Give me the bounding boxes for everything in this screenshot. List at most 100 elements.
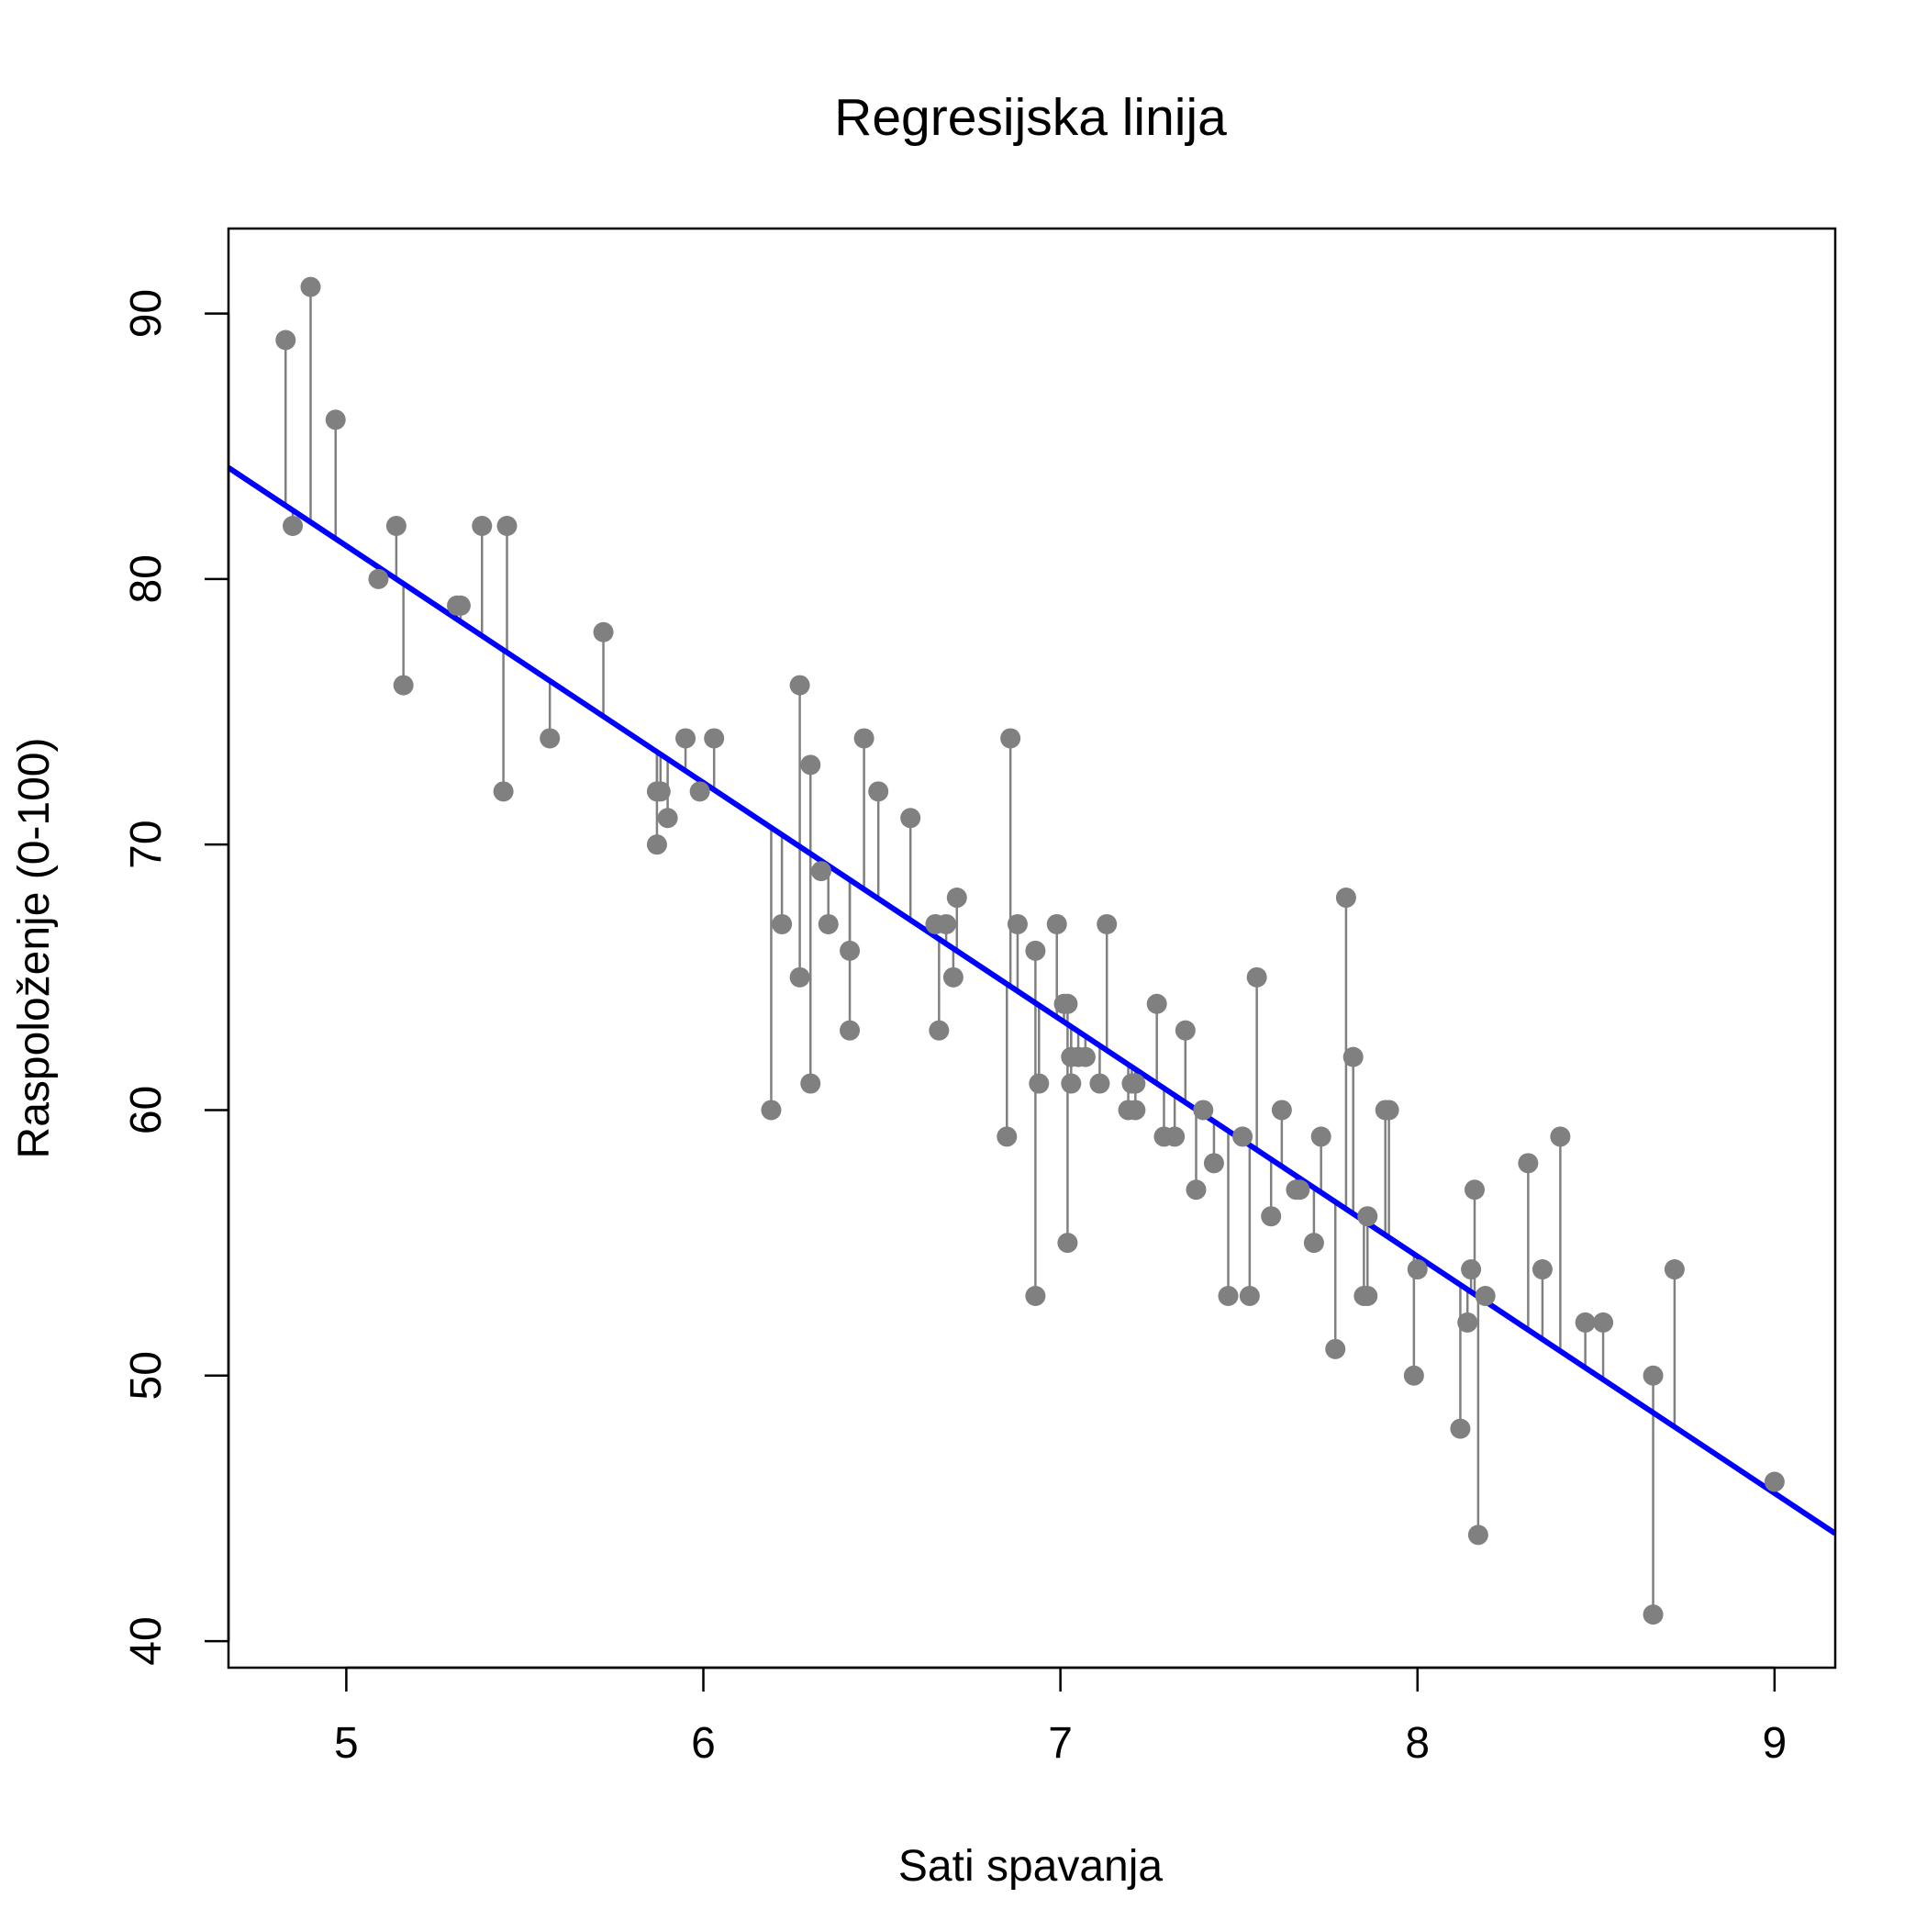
data-point [1097, 913, 1118, 934]
data-point [1303, 1233, 1324, 1254]
y-tick-label: 80 [122, 554, 171, 603]
data-point [1239, 1285, 1260, 1306]
data-point [1186, 1179, 1207, 1201]
data-point [800, 1073, 821, 1094]
data-point [1057, 993, 1078, 1014]
y-tick-label: 40 [122, 1616, 171, 1665]
data-point [1075, 1046, 1096, 1067]
data-point [704, 728, 725, 749]
data-point [1271, 1100, 1292, 1121]
data-point [840, 1020, 861, 1041]
data-point [1193, 1100, 1214, 1121]
data-point [1357, 1285, 1378, 1306]
data-point [946, 888, 967, 909]
data-point [1232, 1126, 1253, 1147]
data-point [1467, 1524, 1488, 1546]
data-point [1261, 1206, 1282, 1227]
data-point [1407, 1259, 1428, 1280]
data-point [1000, 728, 1021, 749]
data-point [1175, 1020, 1196, 1041]
data-point [1550, 1126, 1571, 1147]
data-point [325, 409, 346, 430]
data-point [853, 728, 874, 749]
data-point [675, 728, 696, 749]
y-tick-label: 90 [122, 289, 171, 338]
residual-segments [284, 286, 1777, 1615]
x-tick-label: 5 [334, 1719, 359, 1768]
data-point [1335, 888, 1356, 909]
data-point [472, 516, 493, 537]
plot-frame [227, 227, 1837, 1670]
data-point [1450, 1418, 1471, 1439]
data-point [283, 516, 304, 537]
data-point [393, 675, 414, 696]
data-point [1464, 1179, 1485, 1201]
data-point [593, 621, 614, 642]
data-point [1007, 913, 1028, 934]
data-point [1643, 1604, 1664, 1625]
data-point [493, 781, 514, 802]
data-point [1643, 1365, 1664, 1386]
data-point [1378, 1100, 1399, 1121]
y-tick-label: 70 [122, 820, 171, 868]
data-point [1246, 966, 1267, 988]
x-tick-label: 6 [691, 1719, 716, 1768]
x-axis-label: Sati spavanja [898, 1842, 1163, 1891]
data-point [275, 329, 296, 351]
data-point [1325, 1338, 1346, 1359]
data-point [1289, 1179, 1310, 1201]
data-point [368, 568, 389, 589]
data-point [1575, 1312, 1596, 1333]
data-point [840, 940, 861, 961]
data-point [1357, 1206, 1378, 1227]
data-point [689, 781, 710, 802]
data-point [789, 966, 810, 988]
data-point [900, 808, 921, 829]
regression-line [227, 465, 1837, 1536]
data-point [1125, 1100, 1146, 1121]
data-point [1532, 1259, 1553, 1280]
data-point [761, 1100, 782, 1121]
data-point [1764, 1471, 1785, 1492]
data-point [1164, 1126, 1186, 1147]
data-point [646, 834, 667, 855]
data-point [1518, 1153, 1539, 1174]
data-point [1057, 1233, 1078, 1254]
data-point [1025, 940, 1046, 961]
data-point [1342, 1046, 1364, 1067]
data-point [1025, 1285, 1046, 1306]
data-point [818, 913, 839, 934]
data-points [275, 276, 1785, 1625]
data-point [789, 675, 810, 696]
data-point [772, 913, 793, 934]
data-point [868, 781, 889, 802]
y-axis-label: Raspoloženje (0-100) [10, 738, 59, 1159]
data-point [657, 808, 678, 829]
data-point [942, 966, 964, 988]
data-point [1125, 1073, 1146, 1094]
data-point [1475, 1285, 1496, 1306]
data-point [1457, 1312, 1478, 1333]
data-point [1029, 1073, 1050, 1094]
x-tick-label: 9 [1762, 1719, 1787, 1768]
data-point [1089, 1073, 1110, 1094]
data-point [800, 754, 821, 776]
data-point [1218, 1285, 1239, 1306]
data-point [1146, 993, 1167, 1014]
y-tick-label: 50 [122, 1351, 171, 1400]
data-point [1203, 1153, 1224, 1174]
data-point [450, 595, 471, 616]
data-point [385, 516, 407, 537]
data-point [1461, 1259, 1482, 1280]
regression-line-group [227, 465, 1837, 1536]
data-point [936, 913, 957, 934]
data-point [929, 1020, 950, 1041]
data-point [540, 728, 561, 749]
x-tick-label: 7 [1048, 1719, 1073, 1768]
data-point [1046, 913, 1067, 934]
data-point [1664, 1259, 1685, 1280]
data-point [650, 781, 671, 802]
data-point [496, 516, 518, 537]
